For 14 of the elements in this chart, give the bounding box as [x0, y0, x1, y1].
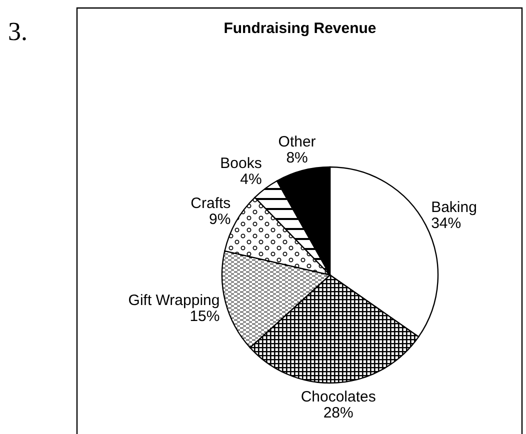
data-label: 8% [286, 149, 308, 166]
chart-title: Fundraising Revenue [224, 20, 376, 37]
data-label: 34% [431, 214, 462, 232]
slice-label: Crafts [190, 195, 231, 212]
slice-label: Other [278, 133, 316, 150]
slice-label: Chocolates [300, 388, 376, 406]
data-label: 4% [240, 170, 262, 188]
text: 3. [8, 17, 28, 46]
data-label: 15% [190, 308, 220, 325]
data-label: 28% [323, 404, 354, 422]
data-label: 9% [208, 211, 231, 228]
slice-label: Books [220, 154, 262, 172]
slice-label: Gift Wrapping [128, 292, 220, 309]
slice-label: Baking [431, 198, 477, 216]
